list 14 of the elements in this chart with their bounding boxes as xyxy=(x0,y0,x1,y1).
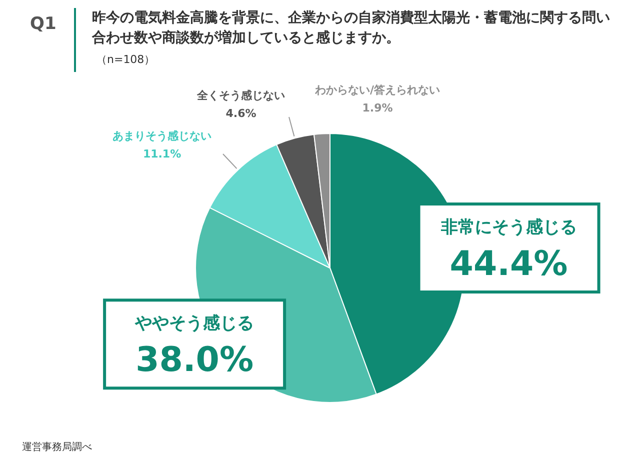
slice-label: あまりそう感じない xyxy=(112,129,212,142)
chart-title: 昨今の電気料金高騰を背景に、企業からの自家消費型太陽光・蓄電池に関する問い合わせ数や商談数が増加していると感じますか。 xyxy=(92,8,611,48)
slice-label: ややそう感じる xyxy=(134,314,254,334)
data-label: 44.4% xyxy=(450,244,568,284)
slice-label: 全くそう感じない xyxy=(196,89,286,102)
slice-label: わからない/答えられない xyxy=(314,84,440,97)
data-label: 4.6% xyxy=(226,107,256,120)
data-label: 1.9% xyxy=(362,102,393,115)
data-label: 38.0% xyxy=(136,340,254,380)
text: 運営事務局調べ xyxy=(22,440,92,454)
slice-label: 非常にそう感じる xyxy=(440,217,577,238)
chart-subtitle: （n=108） xyxy=(96,52,156,67)
text: Q1 xyxy=(30,14,56,34)
data-label: 11.1% xyxy=(142,147,182,160)
